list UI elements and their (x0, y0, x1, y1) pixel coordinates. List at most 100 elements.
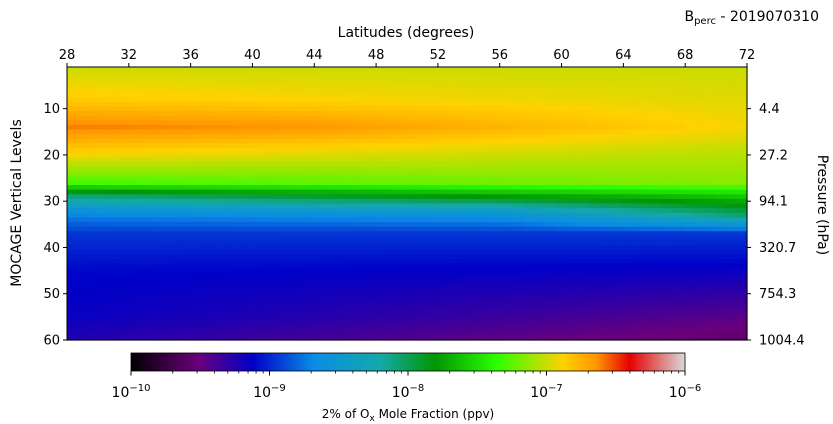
heatmap-cell (598, 198, 610, 205)
heatmap-cell (460, 333, 472, 339)
heatmap-cell (577, 222, 589, 228)
heatmap-cell (736, 300, 748, 306)
heatmap-cell (205, 143, 217, 149)
heatmap-cell (311, 67, 323, 70)
heatmap-cell (88, 323, 100, 330)
heatmap-cell (67, 300, 79, 306)
heatmap-cell (598, 120, 610, 126)
heatmap-cell (67, 268, 79, 274)
heatmap-cell (322, 300, 334, 306)
heatmap-cell (523, 175, 536, 181)
heatmap-cell (545, 212, 557, 218)
heatmap-cell (77, 92, 89, 98)
heatmap-cell (385, 309, 397, 316)
heatmap-cell (608, 101, 621, 107)
heatmap-cell (183, 272, 196, 279)
heatmap-cell (736, 143, 748, 149)
heatmap-cell (375, 314, 387, 320)
heatmap-cell (385, 319, 397, 325)
heatmap-cell (407, 212, 419, 218)
heatmap-cell (428, 319, 440, 325)
heatmap-cell (247, 83, 259, 89)
heatmap-cell (205, 291, 217, 297)
heatmap-cell (205, 97, 217, 103)
heatmap-cell (120, 226, 132, 232)
heatmap-cell (226, 143, 238, 149)
heatmap-cell (141, 203, 153, 209)
heatmap-cell (353, 166, 366, 172)
heatmap-cell (545, 143, 557, 149)
heatmap-cell (651, 314, 663, 320)
heatmap-cell (481, 189, 493, 195)
heatmap-cell (715, 143, 727, 149)
heatmap-cell (481, 175, 493, 181)
heatmap-cell (523, 147, 536, 154)
heatmap-cell (523, 101, 536, 107)
heatmap-cell (438, 296, 451, 302)
heatmap-cell (141, 138, 153, 144)
heatmap-cell (279, 254, 291, 260)
heatmap-cell (502, 319, 514, 325)
heatmap-cell (577, 235, 589, 242)
heatmap-cell (545, 83, 557, 89)
heatmap-cell (470, 249, 482, 255)
heatmap-cell (290, 328, 302, 334)
heatmap-cell (438, 180, 451, 186)
heatmap-cell (428, 73, 440, 80)
heatmap-cell (523, 134, 536, 140)
heatmap-cell (736, 147, 748, 154)
heatmap-cell (534, 272, 546, 279)
heatmap-cell (449, 231, 461, 237)
heatmap-cell (364, 249, 376, 255)
heatmap-cell (619, 143, 631, 149)
heatmap-cell (534, 147, 546, 154)
heatmap-cell (449, 333, 461, 339)
heatmap-cell (183, 249, 196, 255)
heatmap-cell (693, 222, 706, 228)
heatmap-cell (693, 235, 706, 242)
heatmap-cell (608, 184, 621, 191)
title-sub: perc (694, 16, 716, 27)
heatmap-cell (247, 235, 259, 242)
heatmap-cell (162, 291, 174, 297)
heatmap-cell (141, 166, 153, 172)
heatmap-cell (470, 67, 482, 70)
heatmap-cell (98, 231, 111, 237)
heatmap-cell (513, 314, 525, 320)
heatmap-cell (279, 300, 291, 306)
heatmap-cell (258, 222, 270, 228)
heatmap-cell (577, 240, 589, 246)
heatmap-cell (268, 212, 281, 218)
heatmap-cell (322, 78, 334, 84)
heatmap-cell (619, 217, 631, 223)
heatmap-cell (77, 67, 89, 70)
heatmap-cell (215, 263, 227, 269)
heatmap-cell (364, 286, 376, 293)
heatmap-cell (385, 194, 397, 200)
heatmap-cell (279, 184, 291, 191)
heatmap-cell (247, 152, 259, 158)
heatmap-cell (109, 97, 121, 103)
heatmap-cell (343, 263, 355, 269)
heatmap-cell (640, 78, 652, 84)
heatmap-cell (268, 129, 281, 135)
heatmap-cell (226, 180, 238, 186)
heatmap-cell (385, 259, 397, 265)
heatmap-cell (619, 319, 631, 325)
heatmap-cell (77, 166, 89, 172)
heatmap-cell (651, 138, 663, 144)
heatmap-cell (375, 92, 387, 98)
heatmap-cell (385, 333, 397, 339)
heatmap-cell (215, 67, 227, 70)
heatmap-cell (247, 300, 259, 306)
heatmap-cell (725, 272, 737, 279)
heatmap-cell (428, 272, 440, 279)
heatmap-cell (428, 78, 440, 84)
heatmap-cell (88, 115, 100, 121)
heatmap-cell (704, 166, 716, 172)
heatmap-cell (683, 143, 695, 149)
heatmap-cell (619, 161, 631, 168)
heatmap-cell (449, 212, 461, 218)
heatmap-cell (364, 67, 376, 70)
heatmap-cell (173, 282, 185, 288)
